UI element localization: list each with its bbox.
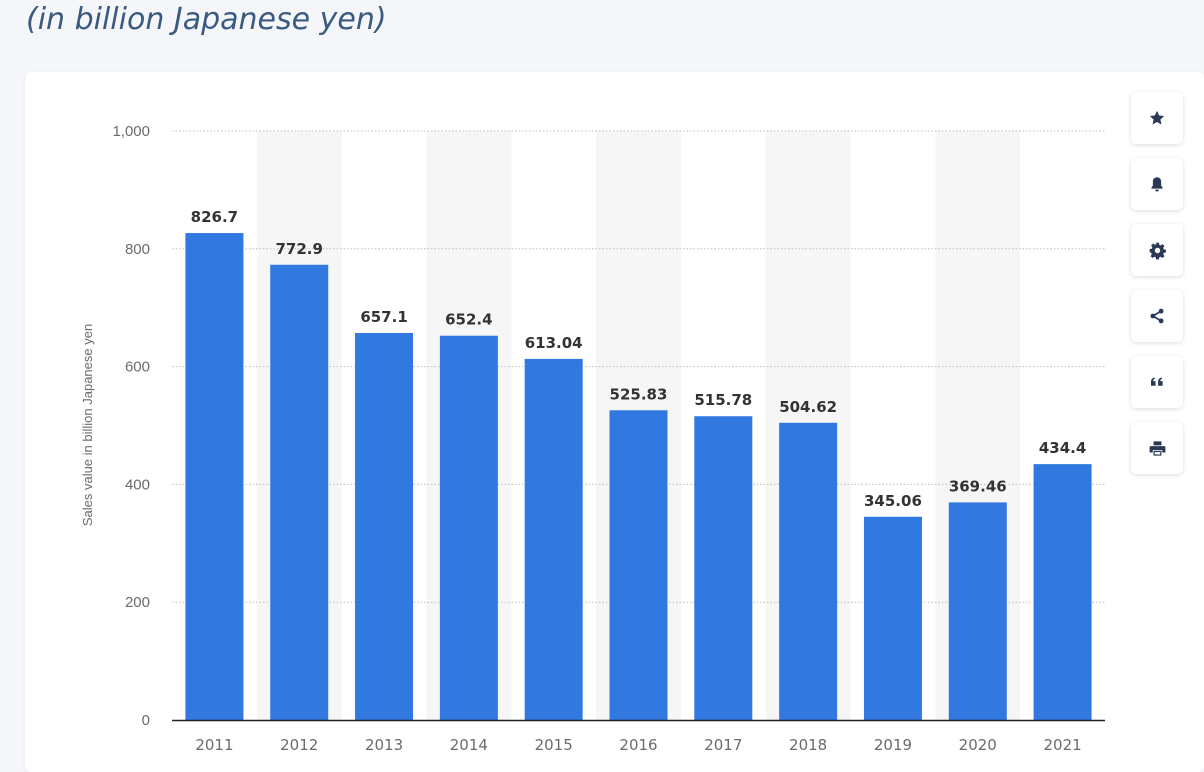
bar (439, 335, 498, 720)
data-label: 515.78 (694, 391, 752, 409)
gear-icon (1149, 242, 1166, 260)
star-icon (1149, 110, 1165, 125)
share-icon (1150, 308, 1164, 324)
bell-icon (1151, 177, 1163, 192)
y-tick-label: 1,000 (112, 123, 150, 140)
data-label: 525.83 (610, 385, 668, 403)
bar (270, 264, 329, 720)
bar (694, 416, 753, 720)
cite-button[interactable] (1131, 356, 1183, 408)
x-tick-label: 2016 (619, 736, 657, 754)
x-tick-label: 2014 (450, 736, 488, 754)
x-tick-label: 2017 (704, 736, 742, 754)
y-axis-title: Sales value in billion Japanese yen (80, 324, 95, 526)
x-tick-label: 2013 (365, 736, 403, 754)
data-label: 504.62 (779, 398, 837, 416)
settings-button[interactable] (1131, 224, 1183, 276)
share-button[interactable] (1131, 290, 1183, 342)
bar (1033, 464, 1092, 720)
data-label: 772.9 (276, 240, 323, 258)
data-label: 345.06 (864, 492, 922, 510)
x-tick-label: 2019 (874, 736, 912, 754)
data-label: 652.4 (445, 311, 492, 329)
y-tick-label: 800 (125, 241, 150, 258)
bar (948, 502, 1007, 720)
data-label: 434.4 (1039, 439, 1086, 457)
x-tick-label: 2020 (959, 736, 997, 754)
x-tick-label: 2012 (280, 736, 318, 754)
page-subtitle: (in billion Japanese yen) (26, 2, 387, 37)
data-label: 657.1 (360, 308, 407, 326)
chart-toolbar (1131, 92, 1183, 488)
x-tick-label: 2011 (195, 736, 233, 754)
x-tick-label: 2018 (789, 736, 827, 754)
y-tick-label: 0 (142, 712, 150, 729)
quote-icon (1151, 377, 1163, 386)
data-label: 613.04 (525, 334, 583, 352)
y-tick-label: 400 (125, 476, 150, 493)
bar (779, 422, 838, 720)
notification-button[interactable] (1131, 158, 1183, 210)
data-label: 826.7 (191, 208, 238, 226)
y-tick-label: 200 (125, 594, 150, 611)
data-label: 369.46 (949, 477, 1007, 495)
bar (185, 233, 244, 720)
print-button[interactable] (1131, 422, 1183, 474)
bar (609, 410, 668, 720)
x-tick-label: 2021 (1043, 736, 1081, 754)
bar (355, 332, 414, 720)
x-tick-label: 2015 (535, 736, 573, 754)
print-icon (1149, 440, 1165, 456)
bar (524, 358, 583, 720)
favorite-button[interactable] (1131, 92, 1183, 144)
y-tick-label: 600 (125, 359, 150, 376)
bar (863, 516, 922, 720)
